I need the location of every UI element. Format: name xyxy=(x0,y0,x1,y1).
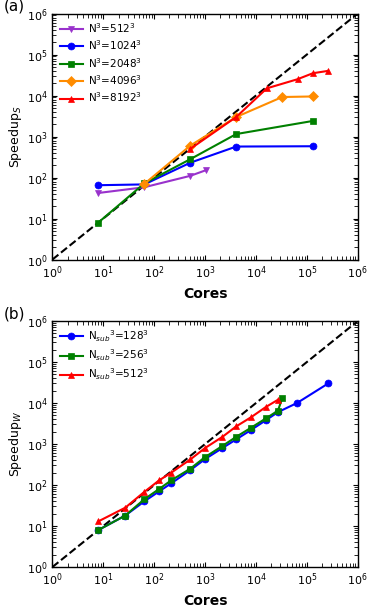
Line: N$_{sub}$$^3$=512$^3$: N$_{sub}$$^3$=512$^3$ xyxy=(95,396,281,525)
N$_{sub}$$^3$=128$^3$ xyxy=(234,435,238,443)
N$_{sub}$$^3$=512$^3$ xyxy=(169,469,174,477)
N$_{sub}$$^3$=256$^3$ xyxy=(234,433,238,440)
N$^3$=8192$^3$ xyxy=(326,67,330,74)
N$_{sub}$$^3$=128$^3$ xyxy=(264,416,268,424)
N$_{sub}$$^3$=512$^3$ xyxy=(220,433,225,440)
N$_{sub}$$^3$=512$^3$ xyxy=(264,403,268,411)
X-axis label: Cores: Cores xyxy=(183,594,227,608)
N$^3$=512$^3$ xyxy=(142,183,147,191)
Legend: N$^3$=512$^3$, N$^3$=1024$^3$, N$^3$=2048$^3$, N$^3$=4096$^3$, N$^3$=8192$^3$: N$^3$=512$^3$, N$^3$=1024$^3$, N$^3$=204… xyxy=(58,18,144,106)
Text: (a): (a) xyxy=(3,0,25,14)
N$_{sub}$$^3$=512$^3$ xyxy=(276,396,280,403)
Line: N$^3$=1024$^3$: N$^3$=1024$^3$ xyxy=(95,143,316,189)
N$_{sub}$$^3$=128$^3$ xyxy=(326,380,330,387)
N$_{sub}$$^3$=256$^3$ xyxy=(142,496,147,503)
N$^3$=1024$^3$ xyxy=(234,143,238,150)
N$^3$=2048$^3$ xyxy=(310,117,315,125)
N$^3$=4096$^3$ xyxy=(188,142,192,149)
N$_{sub}$$^3$=128$^3$ xyxy=(220,444,225,451)
Text: (b): (b) xyxy=(3,306,25,321)
N$_{sub}$$^3$=128$^3$ xyxy=(188,467,192,474)
N$_{sub}$$^3$=128$^3$ xyxy=(123,512,128,519)
Line: N$_{sub}$$^3$=128$^3$: N$_{sub}$$^3$=128$^3$ xyxy=(95,380,332,533)
N$_{sub}$$^3$=256$^3$ xyxy=(157,485,161,493)
N$^3$=8192$^3$ xyxy=(188,145,192,153)
Line: N$^3$=4096$^3$: N$^3$=4096$^3$ xyxy=(141,93,316,188)
N$^3$=512$^3$ xyxy=(96,189,100,197)
N$_{sub}$$^3$=512$^3$ xyxy=(123,504,128,512)
N$^3$=512$^3$ xyxy=(188,172,192,180)
Legend: N$_{sub}$$^3$=128$^3$, N$_{sub}$$^3$=256$^3$, N$_{sub}$$^3$=512$^3$: N$_{sub}$$^3$=128$^3$, N$_{sub}$$^3$=256… xyxy=(58,326,151,384)
N$^3$=2048$^3$ xyxy=(96,219,100,226)
N$_{sub}$$^3$=256$^3$ xyxy=(169,477,174,484)
N$_{sub}$$^3$=256$^3$ xyxy=(249,424,253,431)
N$^3$=1024$^3$ xyxy=(310,143,315,150)
N$_{sub}$$^3$=256$^3$ xyxy=(188,465,192,472)
N$_{sub}$$^3$=512$^3$ xyxy=(96,518,100,525)
N$_{sub}$$^3$=256$^3$ xyxy=(220,442,225,450)
N$^3$=8192$^3$ xyxy=(310,69,315,77)
N$_{sub}$$^3$=128$^3$ xyxy=(157,488,161,495)
N$_{sub}$$^3$=128$^3$ xyxy=(276,408,280,416)
Y-axis label: Speedup$_S$: Speedup$_S$ xyxy=(7,105,24,168)
N$_{sub}$$^3$=128$^3$ xyxy=(96,526,100,534)
N$^3$=8192$^3$ xyxy=(265,85,269,92)
N$_{sub}$$^3$=256$^3$ xyxy=(203,453,207,461)
N$_{sub}$$^3$=256$^3$ xyxy=(276,407,280,415)
N$_{sub}$$^3$=512$^3$ xyxy=(157,477,161,484)
Line: N$_{sub}$$^3$=256$^3$: N$_{sub}$$^3$=256$^3$ xyxy=(95,395,286,533)
N$_{sub}$$^3$=128$^3$ xyxy=(249,426,253,434)
N$^3$=4096$^3$ xyxy=(142,180,147,188)
N$^3$=4096$^3$ xyxy=(310,93,315,100)
N$^3$=2048$^3$ xyxy=(234,130,238,138)
N$^3$=4096$^3$ xyxy=(280,93,284,101)
N$^3$=2048$^3$ xyxy=(188,156,192,163)
Line: N$^3$=2048$^3$: N$^3$=2048$^3$ xyxy=(95,117,316,226)
N$^3$=8192$^3$ xyxy=(295,76,300,83)
Line: N$^3$=8192$^3$: N$^3$=8192$^3$ xyxy=(187,68,332,153)
X-axis label: Cores: Cores xyxy=(183,287,227,301)
N$_{sub}$$^3$=512$^3$ xyxy=(203,444,207,451)
N$^3$=1024$^3$ xyxy=(96,181,100,189)
N$^3$=2048$^3$ xyxy=(142,180,147,187)
N$_{sub}$$^3$=512$^3$ xyxy=(142,488,147,496)
N$_{sub}$$^3$=128$^3$ xyxy=(169,480,174,487)
Line: N$^3$=512$^3$: N$^3$=512$^3$ xyxy=(95,167,209,196)
N$^3$=1024$^3$ xyxy=(142,181,147,188)
N$_{sub}$$^3$=256$^3$ xyxy=(280,395,284,402)
N$_{sub}$$^3$=128$^3$ xyxy=(295,399,299,407)
N$_{sub}$$^3$=256$^3$ xyxy=(264,415,268,422)
N$_{sub}$$^3$=128$^3$ xyxy=(142,498,147,505)
N$^3$=1024$^3$ xyxy=(188,159,192,167)
N$_{sub}$$^3$=128$^3$ xyxy=(203,455,207,462)
N$_{sub}$$^3$=512$^3$ xyxy=(234,423,238,430)
N$_{sub}$$^3$=512$^3$ xyxy=(188,456,192,463)
N$^3$=4096$^3$ xyxy=(234,113,238,121)
N$_{sub}$$^3$=256$^3$ xyxy=(96,526,100,534)
N$^3$=8192$^3$ xyxy=(234,113,238,121)
N$^3$=512$^3$ xyxy=(203,167,208,174)
Y-axis label: Speedup$_W$: Speedup$_W$ xyxy=(7,411,24,477)
N$_{sub}$$^3$=512$^3$ xyxy=(249,413,253,421)
N$_{sub}$$^3$=256$^3$ xyxy=(123,512,128,519)
